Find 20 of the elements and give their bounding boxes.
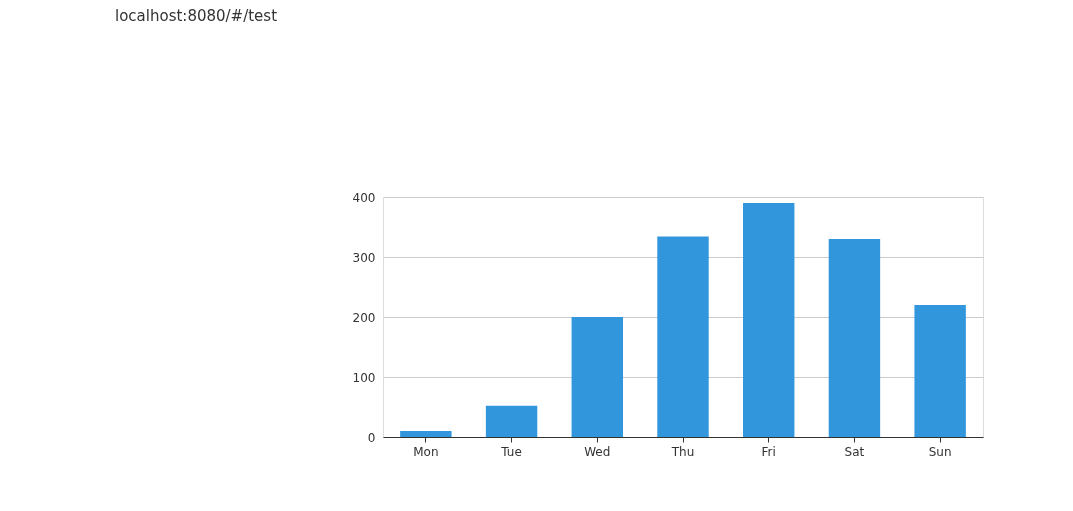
x-tick-label: Wed [584,444,611,459]
y-tick-label: 0 [367,430,376,445]
x-tick-label: Thu [670,444,695,459]
x-tick-label: Mon [413,444,439,459]
text: localhost:8080/#/test [115,7,278,25]
y-tick-label: 200 [352,310,376,325]
bar [400,431,452,437]
bar [485,405,538,437]
bar [743,203,795,437]
y-tick-label: 400 [352,190,376,205]
x-tick-label: Fri [761,444,776,459]
bar [571,317,623,437]
bar [657,236,709,437]
x-tick-label: Tue [500,444,522,459]
y-tick-label: 300 [352,250,376,265]
y-tick-label: 100 [352,370,376,385]
bar [828,239,881,437]
x-tick-label: Sat [844,444,865,459]
x-tick-label: Sun [928,444,952,459]
bar [914,305,966,437]
